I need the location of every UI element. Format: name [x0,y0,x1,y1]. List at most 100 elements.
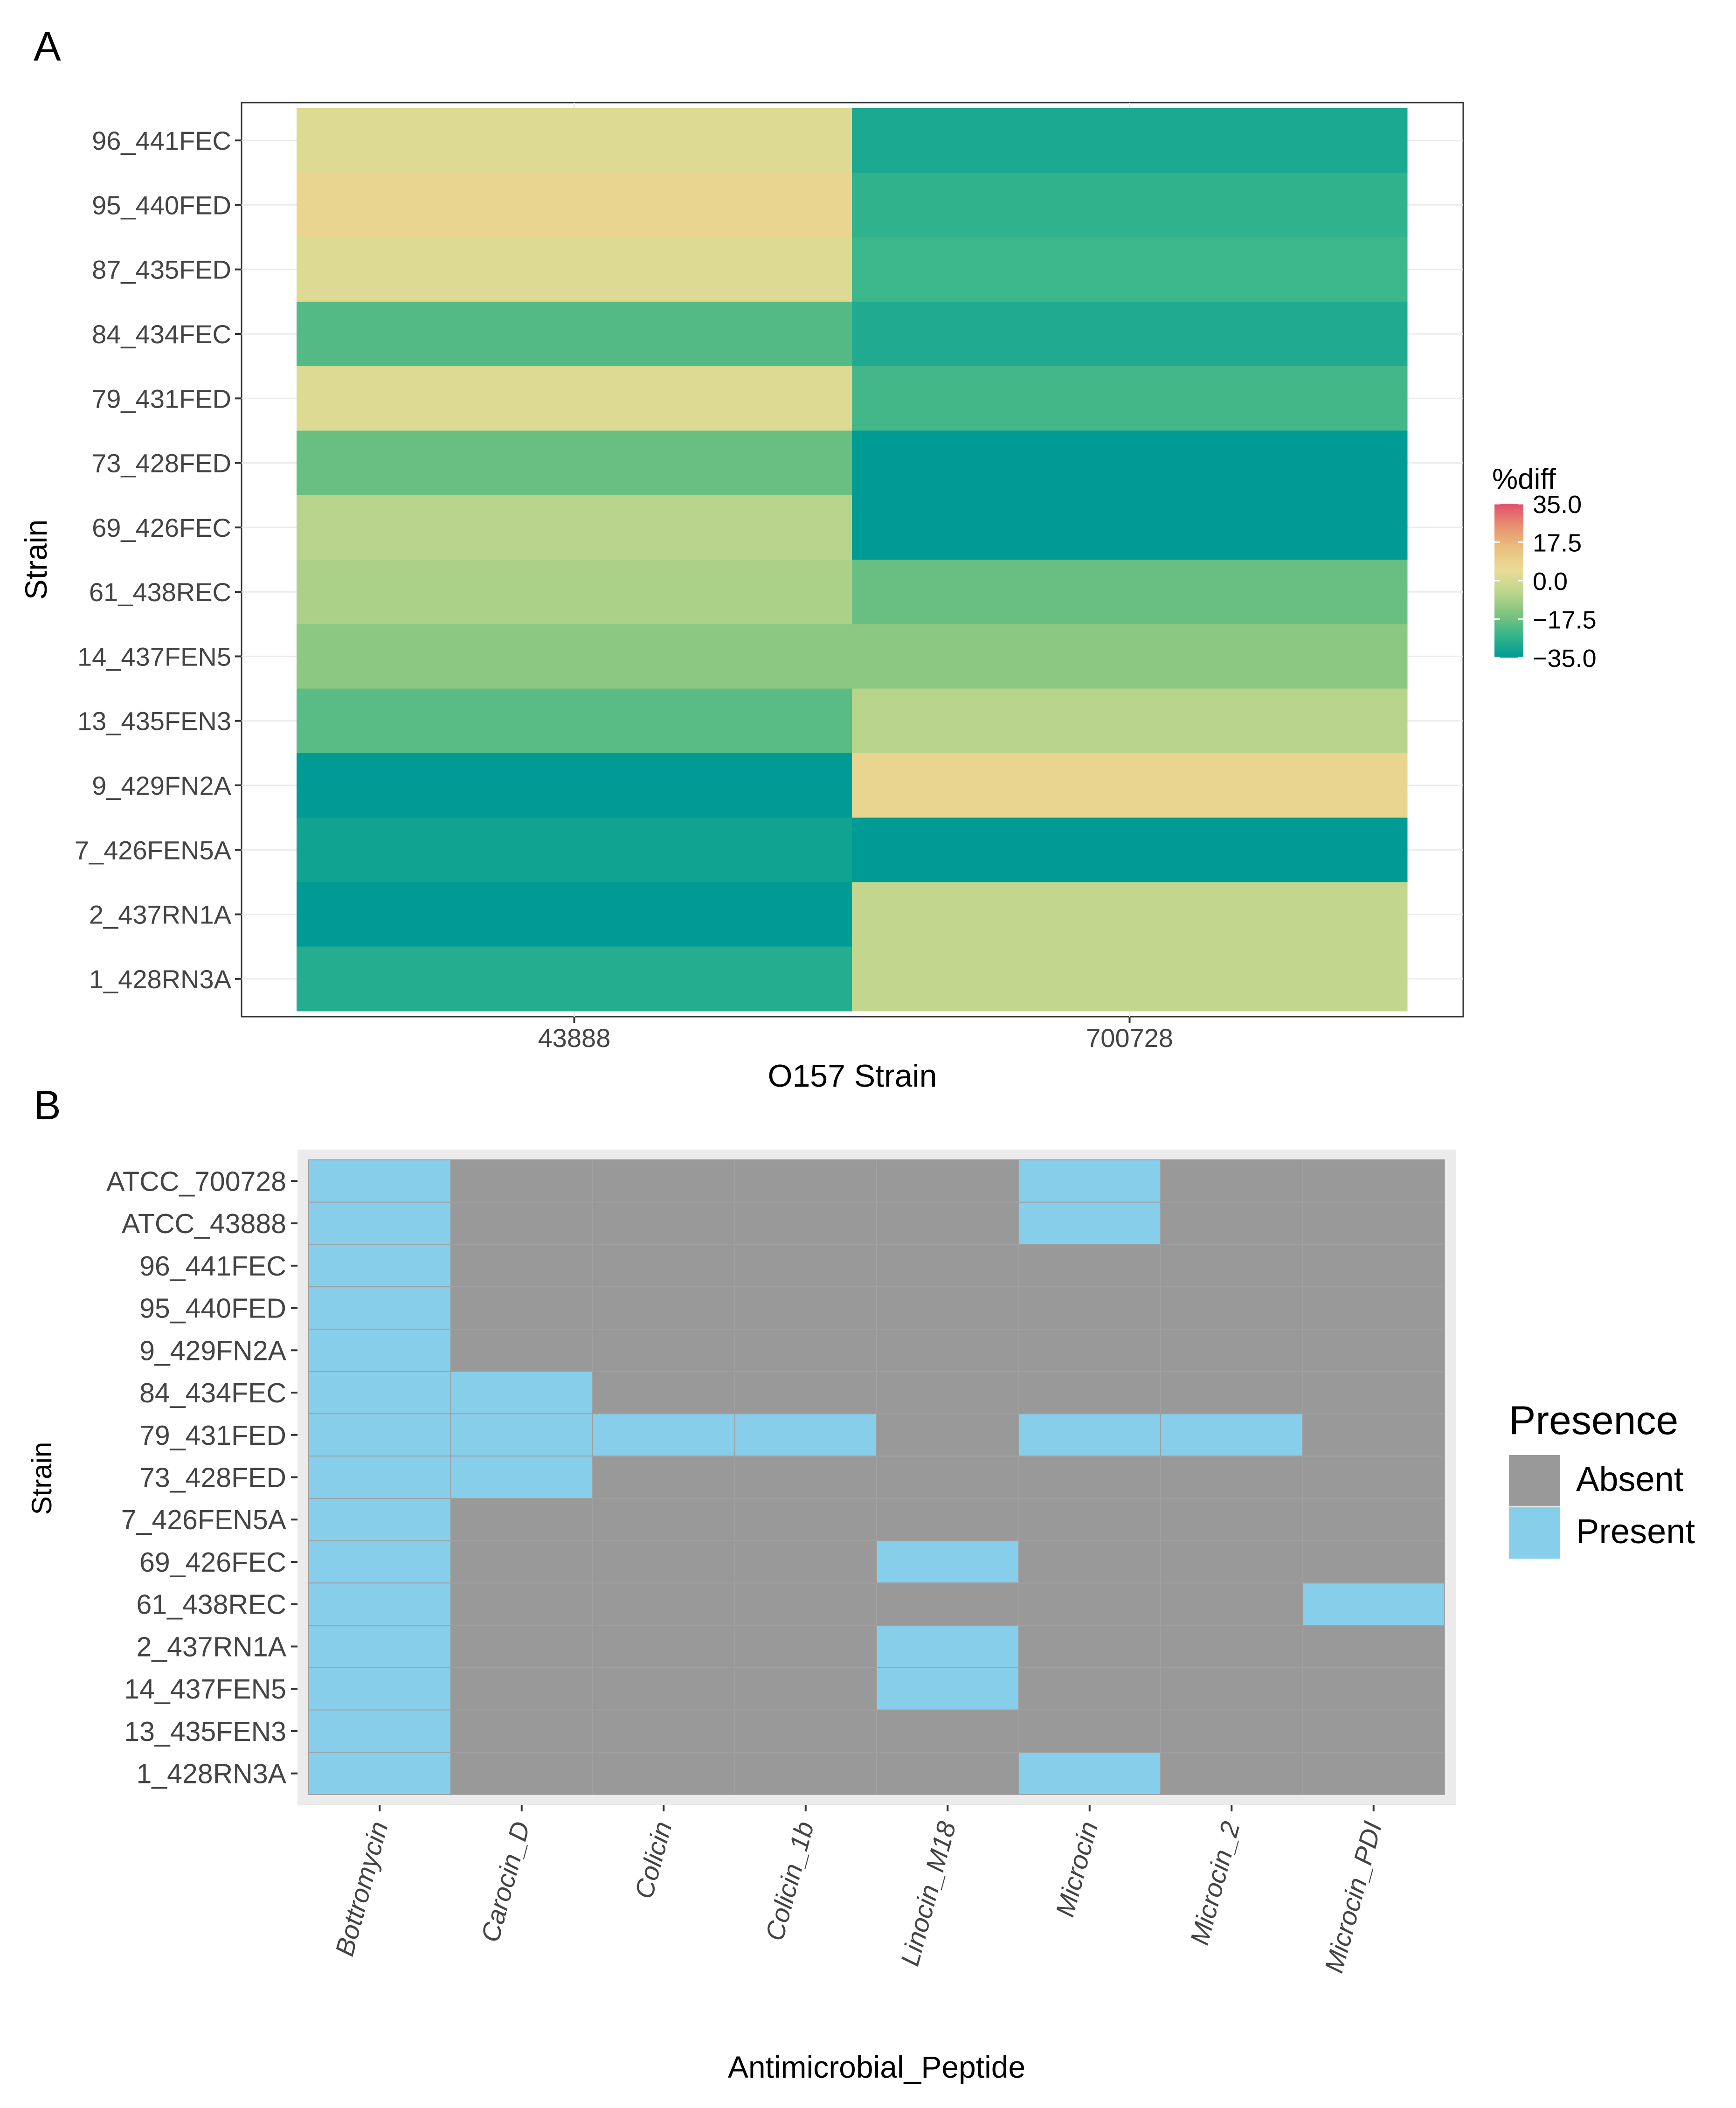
cell-absent [592,1667,735,1711]
cell-absent [876,1201,1019,1245]
cell-absent [592,1540,735,1584]
cell-present [1018,1201,1161,1245]
cell-absent [592,1498,735,1541]
y-tick-label: 13_435FEN3 [124,1716,286,1747]
cell-present [876,1667,1019,1711]
cell-absent [592,1582,735,1626]
heatmap-cell [852,430,1408,496]
cell-absent [1018,1328,1161,1372]
panel-a-cells [297,108,1408,1012]
cell-absent [592,1244,735,1288]
cell-absent [1018,1371,1161,1415]
cell-absent [1160,1159,1303,1203]
cell-absent [1160,1456,1303,1499]
colorbar-title: %diff [1492,463,1556,495]
cell-present [1018,1159,1161,1203]
cell-absent [1302,1371,1445,1415]
x-tick-label: Bottromycin [329,1818,393,1959]
cell-absent [734,1286,877,1330]
cell-absent [1160,1667,1303,1711]
cell-absent [592,1201,735,1245]
panel-b-cells [308,1159,1445,1795]
presence-legend-entries: Absent Present [1509,1455,1695,1559]
x-tick-label: Microcin_PDI [1319,1818,1387,1976]
y-tick-label: 69_426FEC [139,1547,286,1578]
cell-present [308,1286,451,1330]
cell-absent [1302,1201,1445,1245]
cell-absent [734,1371,877,1415]
heatmap-cell [297,366,852,431]
cell-present [1018,1413,1161,1457]
cell-absent [1160,1498,1303,1541]
heatmap-cell [852,301,1408,367]
heatmap-cell [297,301,852,367]
cell-present [308,1371,451,1415]
y-tick-label: 9_429FN2A [92,771,232,800]
heatmap-cell [852,753,1408,818]
heatmap-cell [297,946,852,1012]
heatmap-cell [852,237,1408,302]
y-tick-label: 14_437FEN5 [124,1674,286,1705]
y-tick-label: 95_440FED [92,190,231,220]
x-tick-label: 700728 [1086,1023,1173,1053]
cell-absent [592,1159,735,1203]
cell-present [1018,1752,1161,1795]
heatmap-cell [297,688,852,754]
legend-swatch [1509,1507,1560,1559]
cell-absent [876,1709,1019,1753]
colorbar-tick-label: 0.0 [1533,568,1568,596]
cell-absent [734,1709,877,1753]
cell-absent [1018,1667,1161,1711]
cell-present [450,1456,593,1499]
cell-absent [592,1709,735,1753]
colorbar-tick-label: 35.0 [1533,491,1582,519]
cell-absent [1302,1456,1445,1499]
colorbar-tick-label: −17.5 [1533,606,1597,634]
cell-absent [450,1498,593,1541]
cell-absent [1018,1625,1161,1668]
cell-present [308,1709,451,1753]
cell-absent [1160,1371,1303,1415]
x-tick-label: Microcin [1050,1818,1104,1920]
cell-absent [1160,1201,1303,1245]
cell-absent [450,1625,593,1668]
cell-absent [1302,1667,1445,1711]
cell-present [308,1159,451,1203]
colorbar-ticks: 35.0 17.5 0.0 −17.5 −35.0 [1494,491,1597,673]
cell-present [308,1456,451,1499]
cell-present [308,1201,451,1245]
cell-absent [450,1752,593,1795]
colorbar-tick-label: 17.5 [1533,529,1582,557]
cell-absent [734,1540,877,1584]
cell-absent [734,1328,877,1372]
heatmap-cell [852,882,1408,947]
panel-a-colorbar-legend: %diff 35.0 17.5 0.0 −17.5 −35.0 [1492,463,1597,673]
cell-absent [1302,1709,1445,1753]
cell-present [308,1328,451,1372]
heatmap-cell [852,560,1408,624]
y-tick-label: 95_440FED [139,1293,286,1324]
panel-a-x-axis-title: O157 Strain [768,1058,937,1094]
cell-present [308,1582,451,1626]
cell-absent [592,1328,735,1372]
cell-present [592,1413,735,1457]
panel-a-y-axis: 96_441FEC 95_440FED 87_435FED 84_434FEC 79_4… [75,126,242,994]
cell-present [876,1625,1019,1668]
cell-absent [1302,1286,1445,1330]
cell-present [450,1413,593,1457]
heatmap-cell [852,108,1408,173]
cell-absent [1160,1328,1303,1372]
heatmap-cell [297,430,852,496]
panel-a-label: A [34,23,61,69]
cell-absent [734,1625,877,1668]
heatmap-cell [297,173,852,238]
y-tick-label: 2_437RN1A [89,900,232,929]
cell-present [308,1498,451,1541]
heatmap-cell [297,624,852,689]
heatmap-cell [297,818,852,882]
cell-absent [876,1244,1019,1288]
cell-absent [1302,1244,1445,1288]
heatmap-cell [297,495,852,560]
cell-present [734,1413,877,1457]
